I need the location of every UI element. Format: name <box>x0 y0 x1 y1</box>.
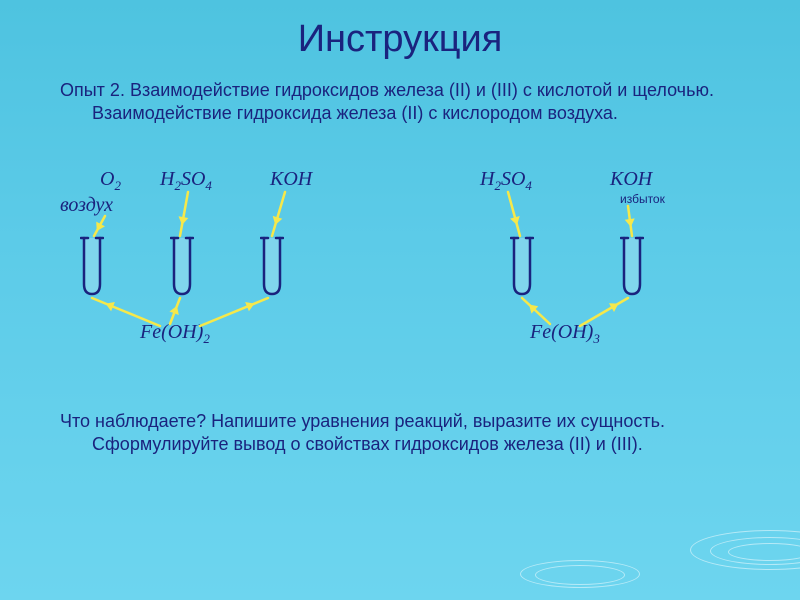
formula-label: Fe(OH)2 <box>140 321 210 347</box>
ripple-decoration <box>690 530 800 570</box>
formula-label: H2SO4 <box>480 168 532 194</box>
page-title: Инструкция <box>0 0 800 71</box>
test-tube <box>620 236 644 296</box>
formula-label: O2 <box>100 168 121 194</box>
formula-label: воздух <box>60 194 113 217</box>
formula-label: H2SO4 <box>160 168 212 194</box>
ripple-decoration <box>728 543 800 561</box>
conclusion-paragraph: Что наблюдаете? Напишите уравнения реакц… <box>32 402 800 457</box>
test-tube <box>80 236 104 296</box>
test-tube <box>170 236 194 296</box>
ripple-decoration <box>710 537 800 565</box>
reaction-diagram: O2воздух H2SO4 KOH Fe(OH)2 H2SO4 KOH Fe(OH)3 из… <box>0 136 800 396</box>
ripple-decoration <box>535 565 625 585</box>
test-tube <box>260 236 284 296</box>
formula-label: Fe(OH)3 <box>530 321 600 347</box>
formula-label: KOH <box>270 168 312 191</box>
note-label: избыток <box>620 192 665 206</box>
ripple-decoration <box>520 560 640 588</box>
test-tube <box>510 236 534 296</box>
intro-paragraph: Опыт 2. Взаимодействие гидроксидов желез… <box>32 71 800 126</box>
formula-label: KOH <box>610 168 652 191</box>
